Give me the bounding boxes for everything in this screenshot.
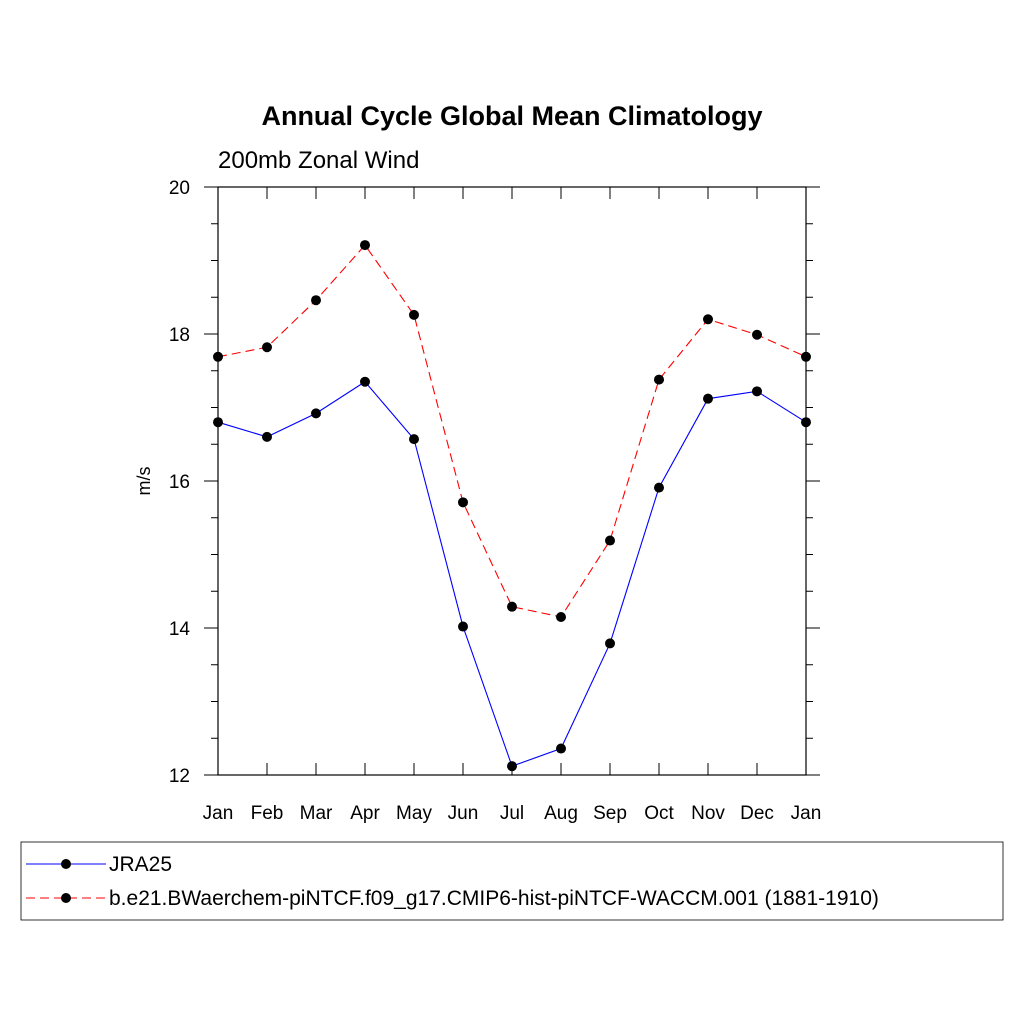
- data-point: [703, 314, 713, 325]
- data-point: [311, 408, 321, 419]
- x-tick-label: Aug: [544, 803, 578, 824]
- data-point: [801, 417, 811, 428]
- data-point: [605, 638, 615, 649]
- y-tick-label: 16: [169, 472, 190, 493]
- data-point: [360, 240, 370, 251]
- chart-subtitle: 200mb Zonal Wind: [218, 147, 419, 174]
- x-tick-label: May: [396, 803, 432, 824]
- legend-marker: [61, 859, 71, 869]
- plot-frame: [217, 186, 807, 776]
- data-point: [458, 621, 468, 632]
- data-point: [752, 329, 762, 340]
- data-point: [556, 611, 566, 622]
- data-point: [409, 309, 419, 320]
- x-tick-label: Sep: [593, 803, 627, 824]
- series-2: [213, 240, 811, 622]
- x-tick-label: Mar: [300, 803, 333, 824]
- series-line: [217, 381, 807, 767]
- data-point: [458, 497, 468, 508]
- x-tick-label: Jan: [203, 803, 234, 824]
- legend-item: JRA25: [26, 853, 172, 876]
- data-point: [507, 761, 517, 772]
- legend-marker: [61, 893, 71, 903]
- legend: JRA25 b.e21.BWaerchem-piNTCF.f09_g17.CMIP…: [20, 841, 1004, 921]
- series-layer: [213, 240, 811, 772]
- data-point: [752, 386, 762, 397]
- data-point: [703, 393, 713, 404]
- x-tick-label: Nov: [691, 803, 725, 824]
- data-point: [360, 376, 370, 387]
- y-tick-label: 12: [169, 766, 190, 787]
- series-line: [217, 244, 807, 618]
- y-axis-label: m/s: [134, 467, 154, 496]
- x-tick-label: Oct: [644, 803, 674, 824]
- data-point: [507, 601, 517, 612]
- data-point: [605, 535, 615, 546]
- x-tick-label: Jun: [448, 803, 479, 824]
- legend-box: [20, 841, 1004, 921]
- y-tick-label: 14: [169, 619, 191, 640]
- legend-entries: JRA25 b.e21.BWaerchem-piNTCF.f09_g17.CMIP…: [26, 853, 879, 910]
- data-point: [654, 482, 664, 493]
- data-point: [311, 295, 321, 306]
- data-point: [262, 431, 272, 442]
- x-tick-label: Feb: [251, 803, 284, 824]
- data-point: [262, 342, 272, 353]
- y-tick-label: 18: [169, 325, 190, 346]
- axis-tick-labels: Jan Feb Mar Apr May Jun Jul Aug Sep Oct Nov Dec Jan 1…: [169, 178, 821, 824]
- legend-item: b.e21.BWaerchem-piNTCF.f09_g17.CMIP6-his…: [26, 887, 879, 910]
- x-tick-label: Jul: [500, 803, 524, 824]
- x-tick-label: Dec: [740, 803, 774, 824]
- data-point: [409, 434, 419, 445]
- series-1: [213, 376, 811, 772]
- x-tick-label: Jan: [791, 803, 822, 824]
- x-tick-label: Apr: [350, 803, 380, 824]
- legend-label: JRA25: [109, 853, 172, 876]
- data-point: [556, 743, 566, 754]
- data-point: [654, 374, 664, 385]
- axis-ticks: [204, 186, 820, 776]
- legend-label: b.e21.BWaerchem-piNTCF.f09_g17.CMIP6-his…: [109, 887, 879, 910]
- data-point: [801, 351, 811, 362]
- y-tick-label: 20: [169, 178, 190, 199]
- data-point: [213, 351, 223, 362]
- data-point: [213, 417, 223, 428]
- chart-title: Annual Cycle Global Mean Climatology: [261, 101, 762, 131]
